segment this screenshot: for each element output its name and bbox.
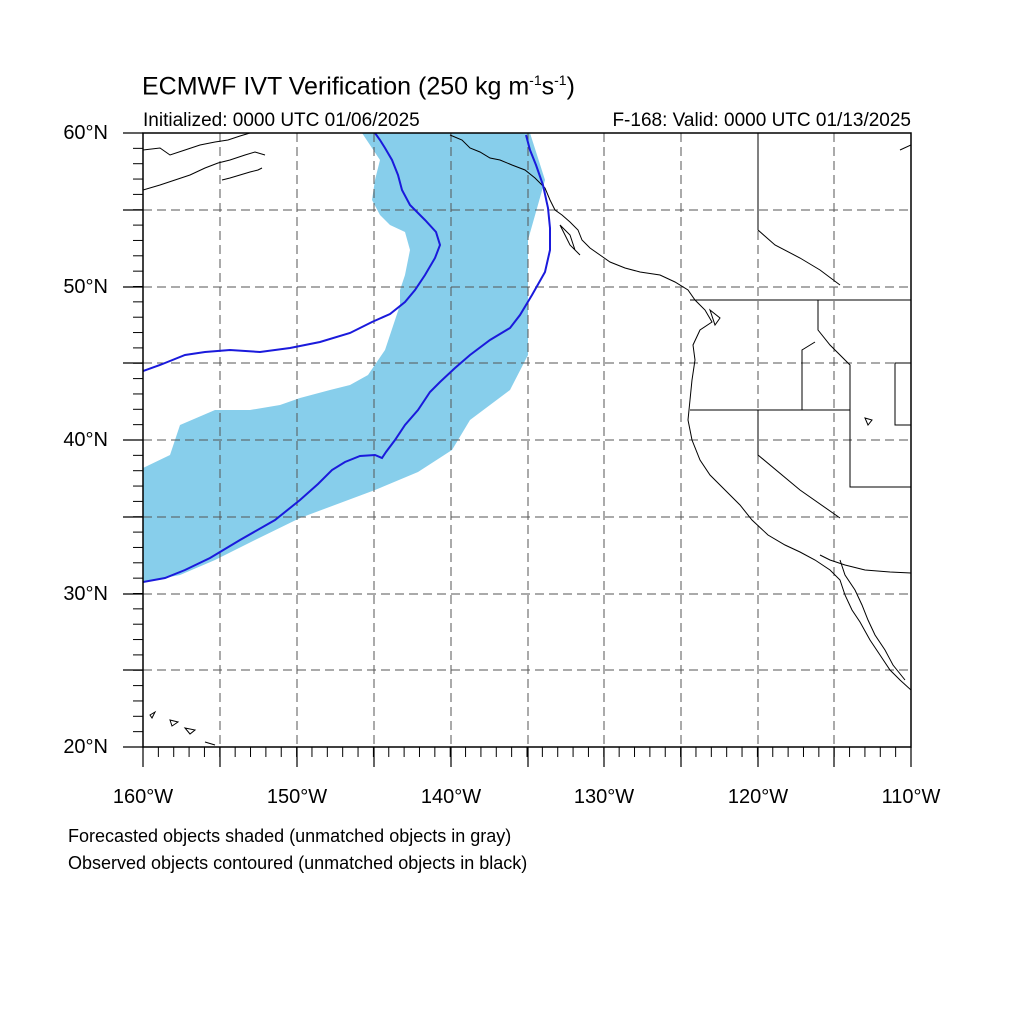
lon-label-150w: 150°W [266,786,328,808]
observed-contour [143,133,551,583]
map-title: ECMWF IVT Verification (250 kg m-1s-1) [142,72,575,101]
lon-label-110w: 110°W [881,786,941,808]
valid-time: F-168: Valid: 0000 UTC 01/13/2025 [612,110,911,131]
lat-label-60n: 60°N [63,122,108,144]
forecast-object [143,133,545,582]
lat-label-40n: 40°N [63,429,108,451]
lon-label-130w: 130°W [573,786,635,808]
lon-label-120w: 120°W [727,786,789,808]
graticule [143,133,911,747]
lat-label-30n: 30°N [63,583,108,605]
lon-label-140w: 140°W [420,786,482,808]
initialized-time: Initialized: 0000 UTC 01/06/2025 [143,110,420,131]
footnote-observed: Observed objects contoured (unmatched ob… [68,853,528,873]
minor-tick-marks [133,132,912,757]
lat-label-50n: 50°N [63,276,108,298]
coastlines [143,133,911,746]
footnote-forecast: Forecasted objects shaded (unmatched obj… [68,826,512,846]
lon-label-160w: 160°W [112,786,174,808]
lat-label-20n: 20°N [63,736,108,758]
